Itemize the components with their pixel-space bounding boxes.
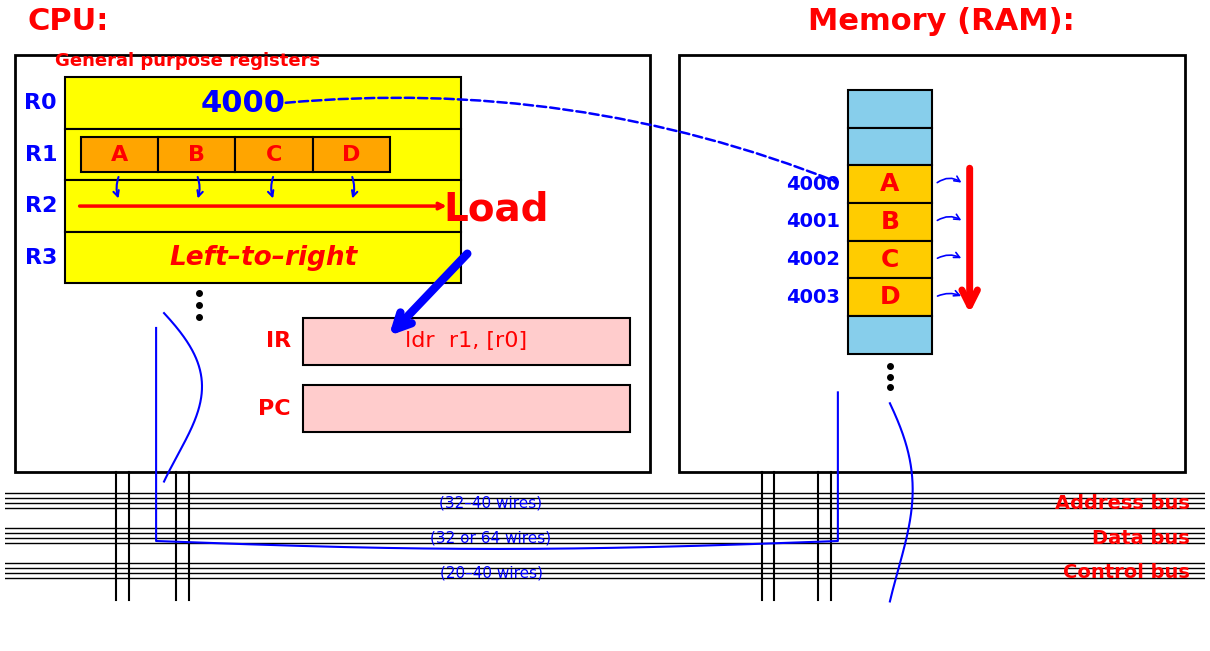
Text: (32 or 64 wires): (32 or 64 wires) [431,531,552,546]
Text: 4002: 4002 [785,250,840,269]
Bar [848,165,932,203]
Text: B: B [881,210,899,234]
Bar [679,55,1185,471]
Text: D: D [342,145,361,165]
Text: PC: PC [258,398,290,419]
Bar [302,318,629,365]
Text: Address bus: Address bus [1055,494,1189,513]
Text: 4003: 4003 [786,288,840,307]
Bar [159,137,236,173]
Text: ldr  r1, [r0]: ldr r1, [r0] [405,331,528,352]
Text: R0: R0 [24,93,57,113]
Bar [848,128,932,165]
Bar [65,232,461,283]
Text: R3: R3 [24,247,57,268]
Text: R1: R1 [24,145,57,165]
Bar [81,137,159,173]
Bar [312,137,390,173]
Bar [65,129,461,180]
Text: CPU:: CPU: [28,7,109,36]
Bar [16,55,650,471]
Bar [848,203,932,241]
Bar [848,316,932,353]
Bar [236,137,312,173]
Text: Memory (RAM):: Memory (RAM): [808,7,1074,36]
Text: (32–40 wires): (32–40 wires) [439,496,542,511]
Text: R2: R2 [24,196,57,216]
Bar [848,279,932,316]
Text: C: C [881,247,899,271]
Text: (20–40 wires): (20–40 wires) [439,565,542,580]
Text: D: D [880,285,900,309]
Text: Data bus: Data bus [1091,529,1189,547]
Text: General purpose registers: General purpose registers [54,52,321,70]
Text: C: C [266,145,282,165]
Bar [65,77,461,129]
Text: B: B [189,145,206,165]
Text: A: A [880,173,899,196]
Text: IR: IR [266,331,290,352]
Text: A: A [111,145,128,165]
Text: Load: Load [443,190,549,228]
Bar [65,180,461,232]
Text: 4000: 4000 [786,174,840,194]
Bar [848,90,932,128]
Bar [848,241,932,279]
Text: Left–to–right: Left–to–right [169,245,357,271]
Text: Control bus: Control bus [1062,563,1189,582]
Text: 4000: 4000 [201,89,286,118]
Text: 4001: 4001 [785,212,840,231]
Bar [302,385,629,432]
